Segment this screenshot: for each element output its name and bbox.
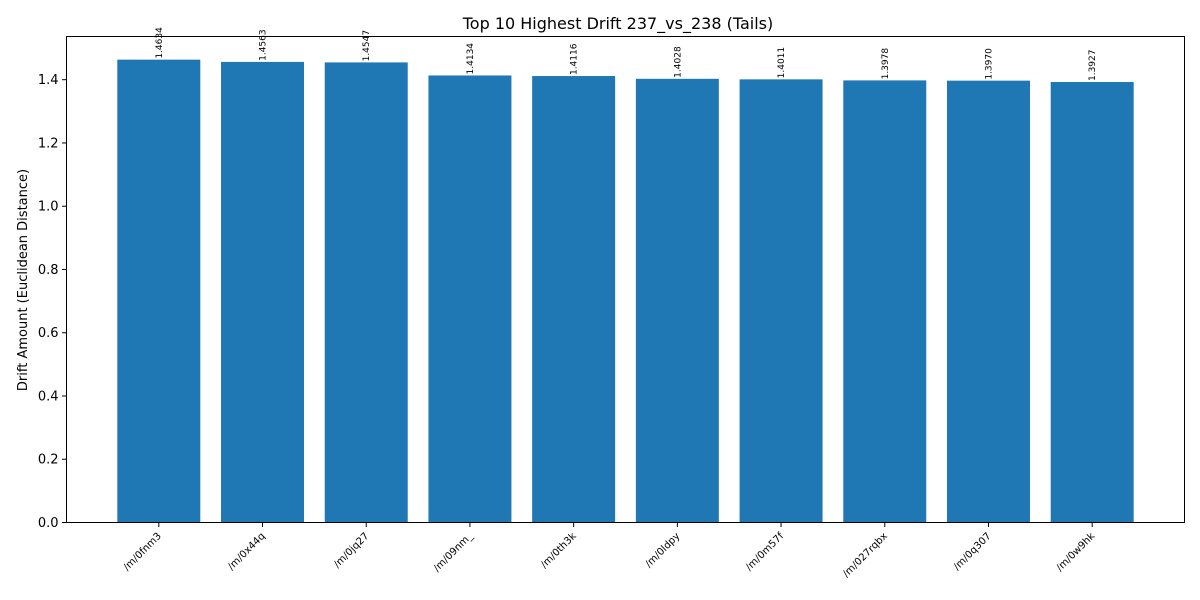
bar xyxy=(635,78,719,523)
y-tick-label: 1.0 xyxy=(38,200,59,215)
plot-frame xyxy=(66,36,1185,523)
bar xyxy=(324,62,408,523)
bar-value-label: 1.4134 xyxy=(466,43,476,75)
y-tick-label: 0.8 xyxy=(38,263,59,278)
bar-value-label: 1.4547 xyxy=(362,30,372,62)
bar-value-label: 1.4634 xyxy=(155,27,165,59)
y-axis-label: Drift Amount (Euclidean Distance) xyxy=(16,169,31,391)
bar-value-label: 1.3970 xyxy=(984,48,994,80)
bar xyxy=(532,76,616,523)
bar xyxy=(117,59,201,523)
bar xyxy=(221,61,304,523)
y-tick-label: 0.0 xyxy=(38,516,59,531)
bar xyxy=(843,80,927,523)
value-labels-group: 1.4634 1.4563 1.4547 1.4134 1.4116 1.4028 1.40… xyxy=(155,27,1098,81)
bar-value-label: 1.3978 xyxy=(881,48,891,80)
bar xyxy=(1050,82,1134,523)
bar-value-label: 1.4028 xyxy=(673,46,683,78)
y-tick-label: 0.6 xyxy=(38,326,59,341)
y-tick-label: 1.2 xyxy=(38,136,59,151)
y-axis-ticks: 0.0 0.2 0.4 0.6 0.8 1.0 1.2 1.4 xyxy=(38,73,67,531)
bars-group xyxy=(117,59,1134,523)
bar xyxy=(739,79,823,523)
bar-value-label: 1.3927 xyxy=(1088,50,1098,82)
bar-value-label: 1.4563 xyxy=(259,29,269,61)
y-tick-label: 0.2 xyxy=(38,453,59,468)
chart-title: Top 10 Highest Drift 237_vs_238 (Tails) xyxy=(462,14,774,34)
bar-value-label: 1.4011 xyxy=(777,47,787,79)
bar-value-label: 1.4116 xyxy=(570,43,580,75)
y-tick-label: 0.4 xyxy=(38,389,59,404)
bar xyxy=(947,80,1030,523)
y-tick-label: 1.4 xyxy=(38,73,59,88)
bar xyxy=(428,75,512,523)
